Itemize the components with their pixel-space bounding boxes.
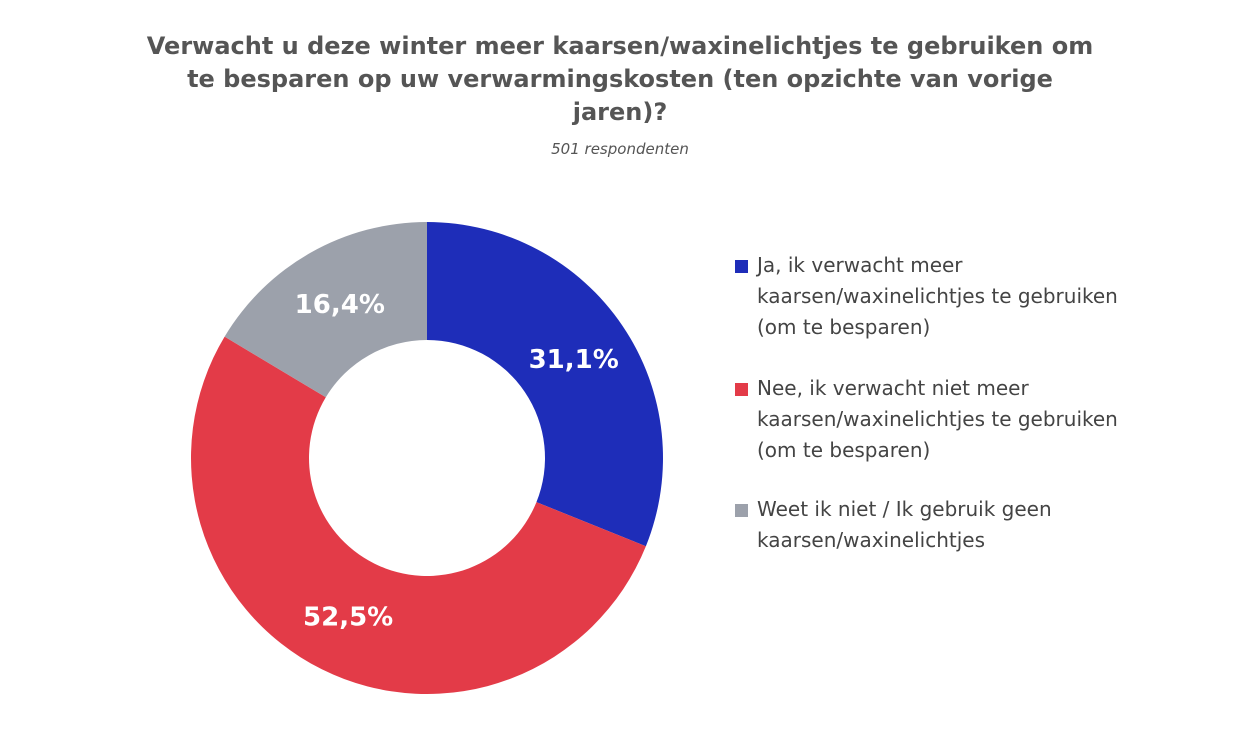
data-label: 16,4% (295, 290, 385, 320)
legend-swatch (735, 260, 748, 273)
donut-slice (224, 222, 427, 398)
legend-item-weet-niet: Weet ik niet / Ik gebruik geen kaarsen/w… (735, 494, 1135, 556)
donut-slice (427, 222, 664, 547)
data-label: 31,1% (529, 345, 619, 375)
legend-item-ja: Ja, ik verwacht meer kaarsen/waxinelicht… (735, 250, 1135, 343)
chart-subtitle: 501 respondenten (551, 140, 689, 158)
donut-slice (191, 336, 646, 694)
legend-label: Weet ik niet / Ik gebruik geen kaarsen/w… (757, 497, 1052, 552)
chart-title: Verwacht u deze winter meer kaarsen/waxi… (146, 32, 1094, 126)
legend-label: Ja, ik verwacht meer kaarsen/waxinelicht… (757, 253, 1118, 339)
legend-swatch (735, 504, 748, 517)
legend-label: Nee, ik verwacht niet meer kaarsen/waxin… (757, 376, 1118, 462)
data-label: 52,5% (303, 602, 393, 632)
legend-swatch (735, 383, 748, 396)
legend-item-nee: Nee, ik verwacht niet meer kaarsen/waxin… (735, 373, 1135, 466)
